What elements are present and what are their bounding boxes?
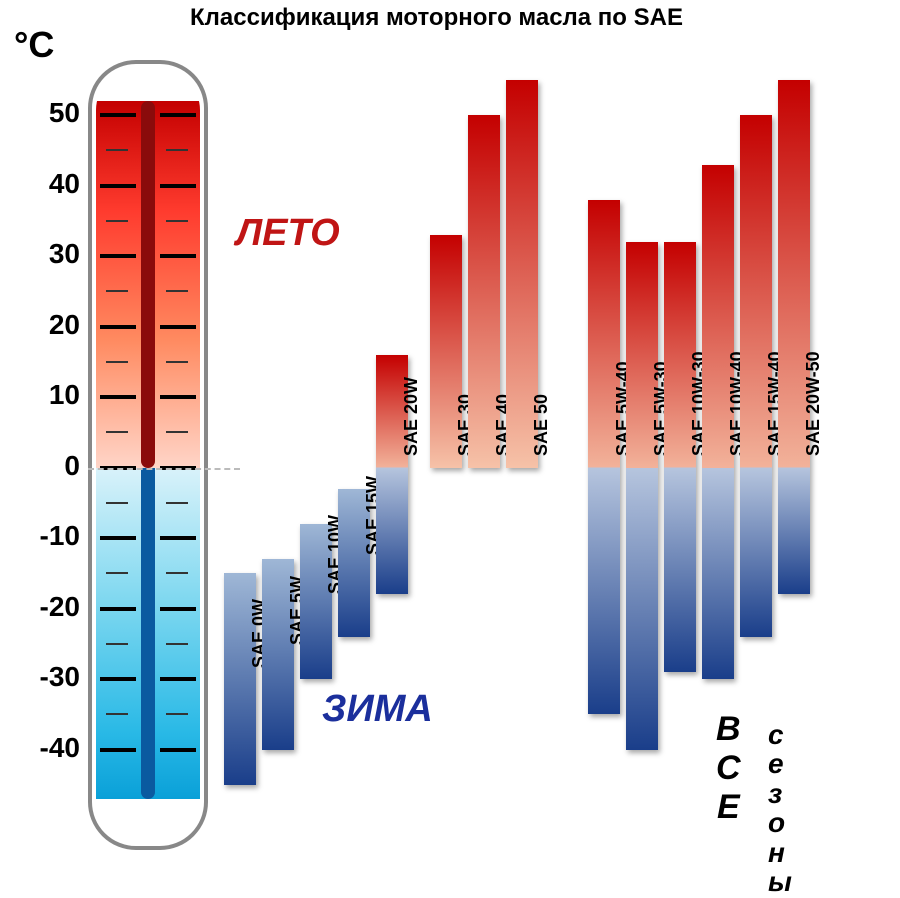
scale-tick-minor [166, 713, 188, 715]
scale-tick-minor [166, 220, 188, 222]
thermometer-tube-hot [141, 101, 155, 467]
scale-tick-label: -40 [0, 732, 80, 764]
scale-tick-major [160, 184, 196, 188]
scale-tick-minor [106, 220, 128, 222]
scale-tick-label: -30 [0, 661, 80, 693]
scale-tick-minor [106, 149, 128, 151]
scale-tick-label: 0 [0, 450, 80, 482]
scale-tick-minor [106, 361, 128, 363]
scale-tick-major [100, 395, 136, 399]
oil-bar [626, 242, 658, 749]
scale-tick-major [100, 607, 136, 611]
scale-tick-major [160, 748, 196, 752]
summer-label: ЛЕТО [236, 212, 340, 255]
scale-tick-major [100, 254, 136, 258]
scale-tick-major [160, 607, 196, 611]
scale-tick-minor [166, 502, 188, 504]
scale-tick-label: -20 [0, 591, 80, 623]
oil-bar [778, 80, 810, 594]
scale-tick-major [100, 113, 136, 117]
scale-tick-label: 10 [0, 379, 80, 411]
scale-tick-label: -10 [0, 520, 80, 552]
scale-tick-minor [106, 502, 128, 504]
oil-bar-label: SAE 20W-50 [803, 351, 824, 456]
scale-tick-major [100, 184, 136, 188]
scale-tick-minor [166, 431, 188, 433]
scale-tick-major [160, 677, 196, 681]
scale-tick-major [100, 748, 136, 752]
scale-tick-minor [166, 149, 188, 151]
scale-tick-major [160, 254, 196, 258]
scale-tick-label: 30 [0, 238, 80, 270]
thermometer-tube-cold [141, 468, 155, 799]
scale-tick-major [160, 536, 196, 540]
allseason-label-side: сезоны [768, 720, 792, 896]
scale-tick-minor [106, 713, 128, 715]
scale-tick-major [100, 325, 136, 329]
zero-line [88, 468, 240, 470]
temperature-unit: °C [14, 24, 54, 66]
scale-tick-label: 40 [0, 168, 80, 200]
scale-tick-minor [106, 431, 128, 433]
scale-tick-major [100, 536, 136, 540]
oil-bar-label: SAE 50 [531, 394, 552, 456]
scale-tick-major [160, 325, 196, 329]
scale-tick-label: 50 [0, 97, 80, 129]
winter-label: ЗИМА [322, 688, 433, 731]
scale-tick-minor [106, 290, 128, 292]
sae-oil-chart: Классификация моторного масла по SAE °C 50… [0, 0, 900, 898]
scale-tick-major [160, 113, 196, 117]
scale-tick-minor [106, 643, 128, 645]
scale-tick-minor [166, 290, 188, 292]
oil-bar-label: SAE 20W [401, 377, 422, 456]
oil-bar [664, 242, 696, 672]
scale-tick-major [160, 395, 196, 399]
scale-tick-minor [166, 361, 188, 363]
allseason-label-vertical: ВСЕ [716, 710, 743, 827]
scale-tick-minor [166, 643, 188, 645]
scale-tick-major [100, 677, 136, 681]
scale-tick-minor [166, 572, 188, 574]
scale-tick-minor [106, 572, 128, 574]
scale-tick-label: 20 [0, 309, 80, 341]
oil-bar [588, 200, 620, 714]
chart-title: Классификация моторного масла по SAE [190, 4, 683, 32]
